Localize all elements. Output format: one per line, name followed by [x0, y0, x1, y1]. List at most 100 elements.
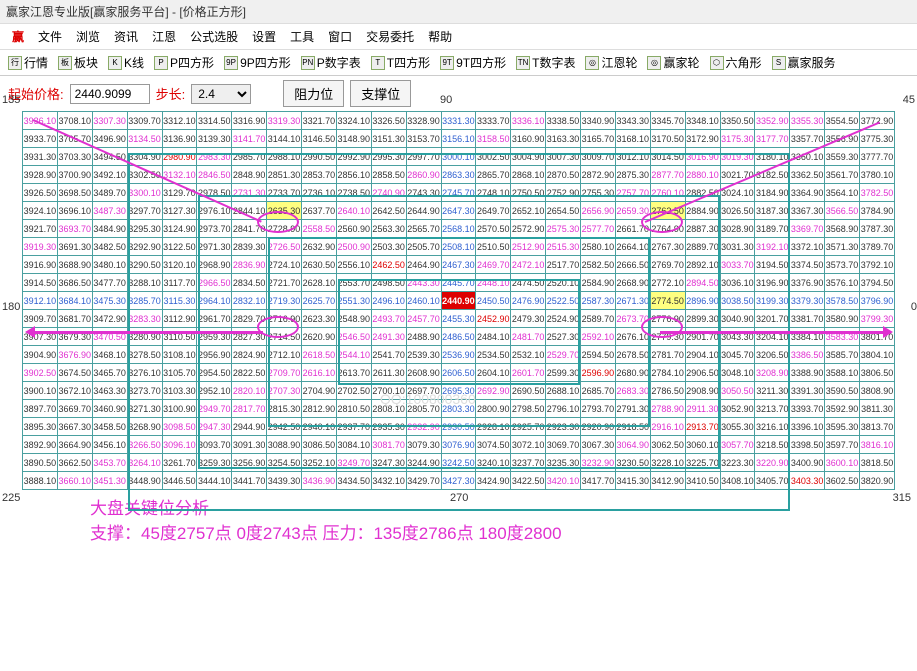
toolbar-item-6[interactable]: TT四方形: [367, 52, 434, 73]
toolbar-item-11[interactable]: ⬡六角形: [706, 52, 766, 73]
toolbar-item-4[interactable]: 9P9P四方形: [220, 52, 295, 73]
menu-item-5[interactable]: 公式选股: [184, 26, 244, 47]
toolbar-item-7[interactable]: 9T9T四方形: [436, 52, 510, 73]
grid-cell: 2666.50: [615, 256, 650, 274]
grid-cell: 2788.90: [650, 400, 685, 418]
grid-cell: 3009.70: [581, 148, 616, 166]
toolbar-item-2[interactable]: KK线: [104, 52, 148, 73]
grid-cell: 2966.50: [197, 274, 232, 292]
menu-item-0[interactable]: 赢: [6, 26, 30, 47]
grid-cell: 3698.50: [57, 184, 92, 202]
grid-cell: 3096.10: [162, 436, 197, 454]
grid-cell: 2649.70: [476, 202, 511, 220]
menu-item-4[interactable]: 江恩: [146, 26, 182, 47]
grid-cell: 2719.30: [267, 292, 302, 310]
grid-cell: 3268.90: [127, 418, 162, 436]
grid-cell: 3170.50: [650, 130, 685, 148]
menu-item-9[interactable]: 交易委托: [360, 26, 420, 47]
grid-cell: 3602.50: [825, 472, 860, 490]
grid-cell: 3050.50: [720, 382, 755, 400]
grid-cell: 2935.30: [371, 418, 406, 436]
grid-cell: 2613.70: [336, 364, 371, 382]
menu-item-1[interactable]: 文件: [32, 26, 68, 47]
grid-cell: 3206.50: [755, 346, 790, 364]
grid-cell: 2949.70: [197, 400, 232, 418]
grid-cell: 3244.90: [406, 454, 441, 472]
toolbar-item-5[interactable]: PNP数字表: [297, 52, 365, 73]
grid-cell: 2973.70: [197, 220, 232, 238]
grid-cell: 3175.30: [720, 130, 755, 148]
toolbar-item-12[interactable]: S赢家服务: [768, 52, 840, 73]
grid-cell: 2954.50: [197, 364, 232, 382]
menu-item-2[interactable]: 浏览: [70, 26, 106, 47]
grid-cell: 3184.90: [755, 184, 790, 202]
grid-cell: 3004.90: [511, 148, 546, 166]
grid-cell: 2527.30: [546, 328, 581, 346]
grid-cell: 2880.10: [685, 166, 720, 184]
grid-cell: 3158.50: [476, 130, 511, 148]
grid-cell: 2923.30: [546, 418, 581, 436]
grid-cell: 3220.90: [755, 454, 790, 472]
grid-cell: 3811.30: [860, 400, 895, 418]
grid-cell: 3458.50: [92, 418, 127, 436]
grid-cell: 3439.30: [267, 472, 302, 490]
grid-cell: 2462.50: [371, 256, 406, 274]
toolbar-item-0[interactable]: 行行情: [4, 52, 52, 73]
grid-cell: 3319.30: [267, 112, 302, 130]
grid-cell: 2968.90: [197, 256, 232, 274]
grid-cell: 2539.30: [406, 346, 441, 364]
grid-cell: 3314.50: [197, 112, 232, 130]
grid-cell: 2822.50: [232, 364, 267, 382]
menu-item-7[interactable]: 工具: [284, 26, 320, 47]
grid-cell: 2452.90: [476, 310, 511, 328]
grid-cell: 2635.30: [267, 202, 302, 220]
grid-cell: 3576.10: [825, 274, 860, 292]
toolbar-item-3[interactable]: PP四方形: [150, 52, 218, 73]
grid-cell: 3434.50: [336, 472, 371, 490]
grid-cell: 3924.10: [23, 202, 58, 220]
toolbar-item-8[interactable]: TNT数字表: [512, 52, 579, 73]
grid-cell: 2524.90: [546, 310, 581, 328]
grid-cell: 2568.10: [441, 220, 476, 238]
grid-cell: 3146.50: [302, 130, 337, 148]
grid-cell: 2793.70: [581, 400, 616, 418]
grid-cell: 3177.70: [755, 130, 790, 148]
grid-cell: 2601.70: [511, 364, 546, 382]
start-price-input[interactable]: [70, 84, 150, 104]
step-label: 步长:: [156, 84, 186, 103]
grid-cell: 2858.50: [371, 166, 406, 184]
grid-cell: 3465.70: [92, 364, 127, 382]
grid-cell: 3136.90: [162, 130, 197, 148]
support-button[interactable]: 支撑位: [350, 80, 411, 107]
menu-item-8[interactable]: 窗口: [322, 26, 358, 47]
grid-cell: 3117.70: [162, 274, 197, 292]
step-select[interactable]: 2.4: [191, 84, 251, 104]
grid-cell: 3326.50: [371, 112, 406, 130]
grid-cell: 3036.10: [720, 274, 755, 292]
controls-row: 135 起始价格: 步长: 2.4 阻力位 支撑位 90 45: [0, 76, 917, 111]
grid-cell: 2584.90: [581, 274, 616, 292]
grid-cell: 3489.70: [92, 184, 127, 202]
toolbar-item-9[interactable]: ◎江恩轮: [581, 52, 641, 73]
grid-cell: 2589.70: [581, 310, 616, 328]
menu-item-10[interactable]: 帮助: [422, 26, 458, 47]
grid-cell: 2853.70: [302, 166, 337, 184]
grid-cell: 3904.90: [23, 346, 58, 364]
grid-cell: 3566.50: [825, 202, 860, 220]
grid-cell: 3012.10: [615, 148, 650, 166]
menu-item-3[interactable]: 资讯: [108, 26, 144, 47]
grid-cell: 2572.90: [511, 220, 546, 238]
grid-cell: 3432.10: [371, 472, 406, 490]
toolbar-item-1[interactable]: 板板块: [54, 52, 102, 73]
price-grid: 3936.103708.103307.303309.703312.103314.…: [22, 111, 895, 490]
grid-cell: 3664.90: [57, 436, 92, 454]
menu-item-6[interactable]: 设置: [246, 26, 282, 47]
resistance-button[interactable]: 阻力位: [283, 80, 344, 107]
toolbar-item-10[interactable]: ◎赢家轮: [643, 52, 703, 73]
grid-cell: 2678.50: [615, 346, 650, 364]
grid-cell: 2724.10: [267, 256, 302, 274]
grid-cell: 2697.70: [406, 382, 441, 400]
grid-cell: 2488.90: [406, 328, 441, 346]
grid-cell: 3088.90: [267, 436, 302, 454]
grid-cell: 2937.70: [336, 418, 371, 436]
